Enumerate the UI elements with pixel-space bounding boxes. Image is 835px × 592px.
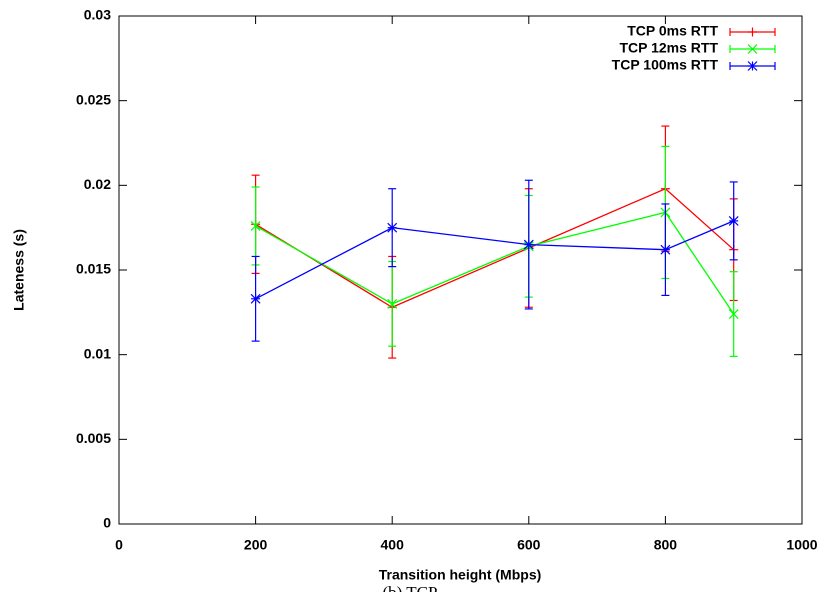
x-tick-label: 0 [115,537,123,553]
marker [728,215,739,226]
marker [748,27,757,37]
x-tick-label: 1000 [786,537,817,553]
caption: (b) TCP [383,583,438,592]
legend-label: TCP 100ms RTT [612,57,719,73]
y-tick-label: 0.02 [84,176,111,192]
marker [387,222,398,233]
marker-stroke [387,222,398,233]
marker [728,309,739,319]
marker [660,244,671,255]
marker-stroke [747,44,758,54]
x-tick-label: 400 [381,537,405,553]
y-tick-label: 0.015 [76,261,111,277]
legend-label: TCP 12ms RTT [619,40,718,56]
y-tick-label: 0.005 [76,430,111,446]
x-axis-label: Transition height (Mbps) [379,567,542,583]
marker-stroke [728,309,739,319]
plot-frame [118,15,803,525]
marker [387,298,398,309]
marker-stroke [660,244,671,255]
marker [250,221,261,231]
series-line [255,220,734,300]
marker-stroke [387,298,398,309]
y-tick-label: 0 [103,515,111,531]
marker-stroke [728,215,739,226]
x-tick-label: 800 [654,537,678,553]
marker [523,239,534,250]
y-tick-label: 0.01 [84,345,111,361]
x-tick-label: 600 [517,537,541,553]
marker-stroke [250,293,261,304]
legend-label: TCP 0ms RTT [627,23,718,39]
y-tick-label: 0.03 [84,7,111,23]
y-axis-label: Lateness (s) [11,229,27,311]
marker-stroke [250,221,261,231]
x-tick-label: 200 [244,537,268,553]
marker [747,44,758,54]
series-line [255,187,735,308]
marker [747,61,758,71]
y-tick-label: 0.025 [76,91,111,107]
marker [250,293,261,304]
marker-stroke [523,239,534,250]
marker-stroke [747,61,758,71]
